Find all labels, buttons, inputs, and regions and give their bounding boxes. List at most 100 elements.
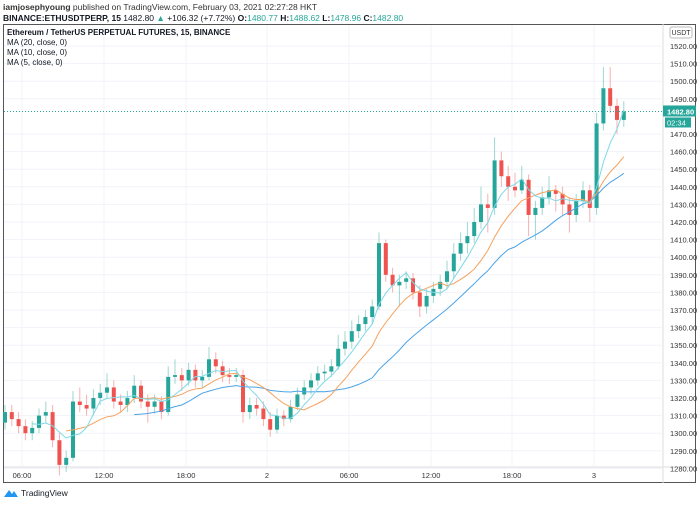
candle-body <box>98 392 103 398</box>
candle-body <box>281 415 286 420</box>
candle-body <box>322 371 327 374</box>
brand-name[interactable]: TradingView <box>21 488 68 498</box>
currency-badge <box>669 26 693 39</box>
candle-body <box>390 274 395 286</box>
chart-frame[interactable] <box>3 24 696 483</box>
candle-body <box>295 394 300 407</box>
y-tick-label: 1280.00 <box>670 464 697 473</box>
y-tick-label: 1430.00 <box>670 200 697 209</box>
y-tick-label: 1420.00 <box>670 218 697 227</box>
y-tick-label: 1410.00 <box>670 236 697 245</box>
y-tick-label: 1300.00 <box>670 429 697 438</box>
candle-body <box>186 369 191 381</box>
candle-body <box>601 88 606 124</box>
candle-body <box>458 243 463 254</box>
countdown-label: 02:34 <box>667 118 686 127</box>
candle-body <box>581 190 585 201</box>
candle-body <box>513 186 517 191</box>
publish-info: iamjosephyoung published on TradingView.… <box>3 2 317 12</box>
candle-body <box>91 398 96 409</box>
legend-ma10[interactable]: MA (10, close, 0) <box>7 48 68 57</box>
candle-body <box>492 160 497 208</box>
close-value: 1482.80 <box>372 13 404 23</box>
candle-body <box>173 375 177 377</box>
candle-body <box>193 369 198 381</box>
candle-body <box>43 412 48 416</box>
last-price-box <box>663 105 696 117</box>
symbol-info: BINANCE:ETHUSDTPERP, 15 1482.80 ▲ +106.3… <box>3 13 403 23</box>
candle-body <box>499 160 504 177</box>
candle-body <box>383 243 388 275</box>
candle-body <box>356 324 361 332</box>
candle-body <box>404 278 409 282</box>
candle-body <box>567 204 572 215</box>
tradingview-logo-icon <box>4 490 18 497</box>
candle-body <box>200 376 205 381</box>
legend-ma20[interactable]: MA (20, close, 0) <box>7 38 68 47</box>
y-tick-label: 1350.00 <box>670 341 697 350</box>
candle-body <box>227 375 232 377</box>
y-tick-label: 1370.00 <box>670 306 697 315</box>
candle-body <box>309 380 313 388</box>
candle-body <box>397 281 402 286</box>
candle-body <box>132 385 137 398</box>
low-value: 1478.96 <box>330 13 362 23</box>
candle-body <box>472 222 477 237</box>
y-tick-label: 1440.00 <box>670 183 697 192</box>
y-tick-label: 1460.00 <box>670 148 697 157</box>
candle-body <box>57 440 62 465</box>
candle-body <box>16 419 21 427</box>
candle-body <box>343 341 347 349</box>
y-tick-label: 1470.00 <box>670 130 697 139</box>
y-tick-label: 1390.00 <box>670 271 697 280</box>
last-price-label: 1482.80 <box>667 107 694 116</box>
candle-body <box>84 405 89 409</box>
candle-body <box>417 292 422 307</box>
candle-body <box>241 375 245 413</box>
candle-body <box>288 406 293 420</box>
y-tick-label: 1500.00 <box>670 77 697 86</box>
candle-body <box>465 236 470 244</box>
author: iamjosephyoung <box>3 2 71 12</box>
candle-body <box>77 401 82 406</box>
candle-body <box>594 123 599 208</box>
candle-body <box>363 317 368 325</box>
y-tick-label: 1520.00 <box>670 42 697 51</box>
candle-body <box>37 415 41 428</box>
low-label: L: <box>322 13 331 23</box>
x-tick-label: 18:00 <box>503 471 522 480</box>
candle-body <box>451 253 456 272</box>
high-label: H: <box>280 13 290 23</box>
y-tick-label: 1320.00 <box>670 394 697 403</box>
up-arrow-icon: ▲ <box>156 13 165 23</box>
symbol: BINANCE:ETHUSDTPERP, 15 <box>3 13 121 23</box>
candle-body <box>519 179 524 191</box>
open-label: O: <box>237 13 248 23</box>
change: +106.32 (+7.72%) <box>167 13 236 23</box>
candle-body <box>377 243 381 307</box>
candle-body <box>370 306 375 318</box>
candle-body <box>213 359 218 367</box>
legend-ma5[interactable]: MA (5, close, 0) <box>7 58 63 67</box>
countdown-box <box>665 117 691 128</box>
candle-body <box>105 387 109 393</box>
y-tick-label: 1490.00 <box>670 95 697 104</box>
ma-10-line <box>66 156 625 432</box>
candle-body <box>207 359 211 377</box>
y-tick-label: 1290.00 <box>670 447 697 456</box>
candle-body <box>424 295 429 307</box>
x-tick-label: 2 <box>265 471 269 480</box>
candle-body <box>275 415 279 430</box>
ma-20-line <box>134 172 625 416</box>
y-tick-label: 1340.00 <box>670 359 697 368</box>
candle-body <box>152 401 157 407</box>
candle-body <box>621 111 626 120</box>
candle-body <box>540 197 545 208</box>
candle-body <box>506 176 511 187</box>
y-tick-label: 1330.00 <box>670 376 697 385</box>
candle-body <box>411 278 415 293</box>
candle-body <box>179 375 184 381</box>
candle-body <box>220 366 225 376</box>
candle-body <box>302 387 307 395</box>
